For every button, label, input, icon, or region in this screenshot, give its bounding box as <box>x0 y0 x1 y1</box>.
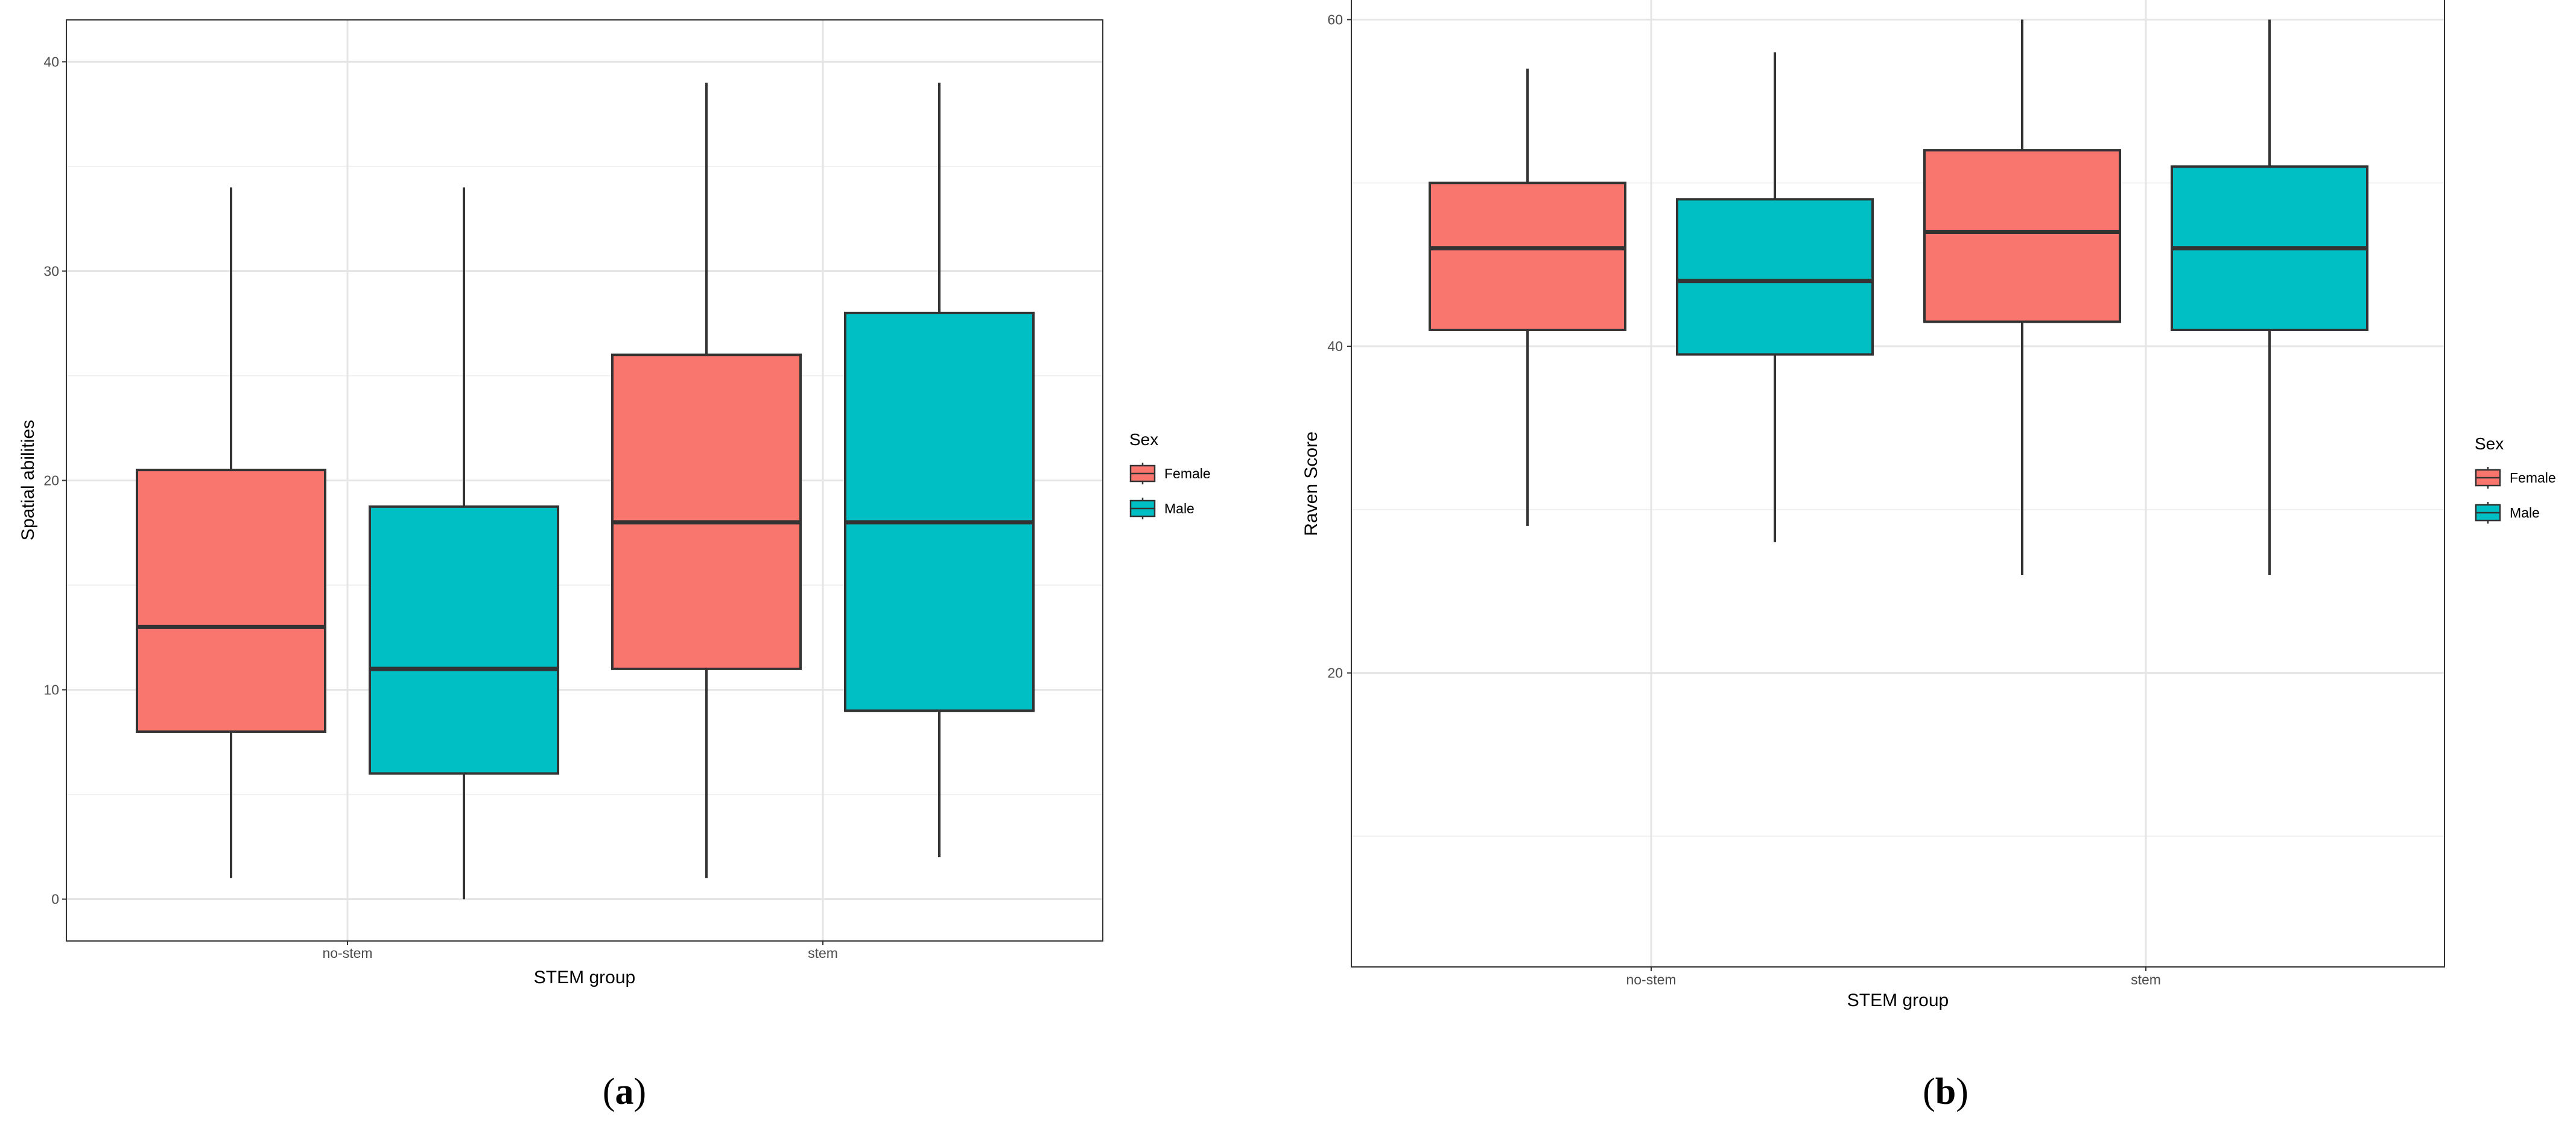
x-tick-labels: no-stem stem <box>322 941 838 961</box>
panel-a-spatial-abilities: 0 10 20 30 40 no-stem stem STEM group Spatial… <box>18 19 1211 1112</box>
box-iqr <box>844 311 1035 712</box>
box-male-stem <box>2171 19 2368 575</box>
y-tick-label: 40 <box>43 54 59 69</box>
box-iqr <box>1923 149 2121 323</box>
y-tick-label: 40 <box>1327 338 1343 354</box>
box-iqr <box>369 505 559 775</box>
box-iqr <box>611 353 802 670</box>
y-tick-label: 20 <box>1327 665 1343 681</box>
y-axis-title: Raven Score <box>1301 431 1321 536</box>
legend-item-male: Male <box>2475 502 2540 524</box>
y-tick-label: 60 <box>1327 11 1343 27</box>
legend-title: Sex <box>2475 434 2504 453</box>
box-male-stem <box>844 83 1035 858</box>
box-female-stem <box>611 83 802 878</box>
x-axis-title: STEM group <box>1847 990 1949 1010</box>
legend-item-male: Male <box>1129 498 1194 519</box>
panel-b-raven-score: 20 40 60 no-stem stem STEM group Raven Scor… <box>1301 0 2556 1112</box>
legend-title: Sex <box>1129 430 1158 449</box>
box-iqr <box>1676 198 1874 356</box>
box-female-no-stem <box>136 187 326 878</box>
boxes <box>1429 19 2368 575</box>
x-tick-labels: no-stem stem <box>1626 967 2161 987</box>
box-iqr <box>1429 182 1626 331</box>
plot-background <box>1351 0 2444 967</box>
y-tick-label: 0 <box>51 892 59 907</box>
legend-items: Female Male <box>2475 467 2556 524</box>
legend-label: Female <box>2510 470 2556 486</box>
legend-items: Female Male <box>1129 463 1211 519</box>
x-axis-title: STEM group <box>534 968 635 987</box>
box-female-no-stem <box>1429 68 1626 526</box>
plot-border <box>1351 0 2445 968</box>
y-tick-label: 10 <box>43 682 59 698</box>
legend-label: Male <box>1164 501 1194 516</box>
y-axis-title: Spatial abilities <box>18 420 38 540</box>
legend-item-female: Female <box>2475 467 2556 489</box>
box-female-stem <box>1923 19 2121 575</box>
legend: Sex Female Male <box>1129 430 1211 519</box>
y-tick-labels: 20 40 60 <box>1327 11 1351 681</box>
legend-label: Male <box>2510 505 2540 521</box>
legend-label: Female <box>1164 466 1211 481</box>
y-tick-label: 30 <box>43 263 59 279</box>
y-tick-label: 20 <box>43 473 59 489</box>
legend-item-female: Female <box>1129 463 1211 484</box>
y-tick-labels: 0 10 20 30 40 <box>43 54 66 907</box>
x-tick-label: stem <box>2131 972 2161 987</box>
box-iqr <box>136 469 326 733</box>
gridlines <box>1351 0 2444 967</box>
gridlines <box>66 20 1103 941</box>
x-tick-label: no-stem <box>1626 972 1676 987</box>
box-male-no-stem <box>369 187 559 899</box>
x-tick-label: no-stem <box>322 945 372 961</box>
box-male-no-stem <box>1676 52 1874 542</box>
boxes <box>136 83 1035 899</box>
x-tick-label: stem <box>808 945 838 961</box>
panel-label-a: (a) <box>603 1071 646 1112</box>
legend: Sex Female Male <box>2475 434 2556 524</box>
panel-label-b: (b) <box>1923 1071 1968 1112</box>
